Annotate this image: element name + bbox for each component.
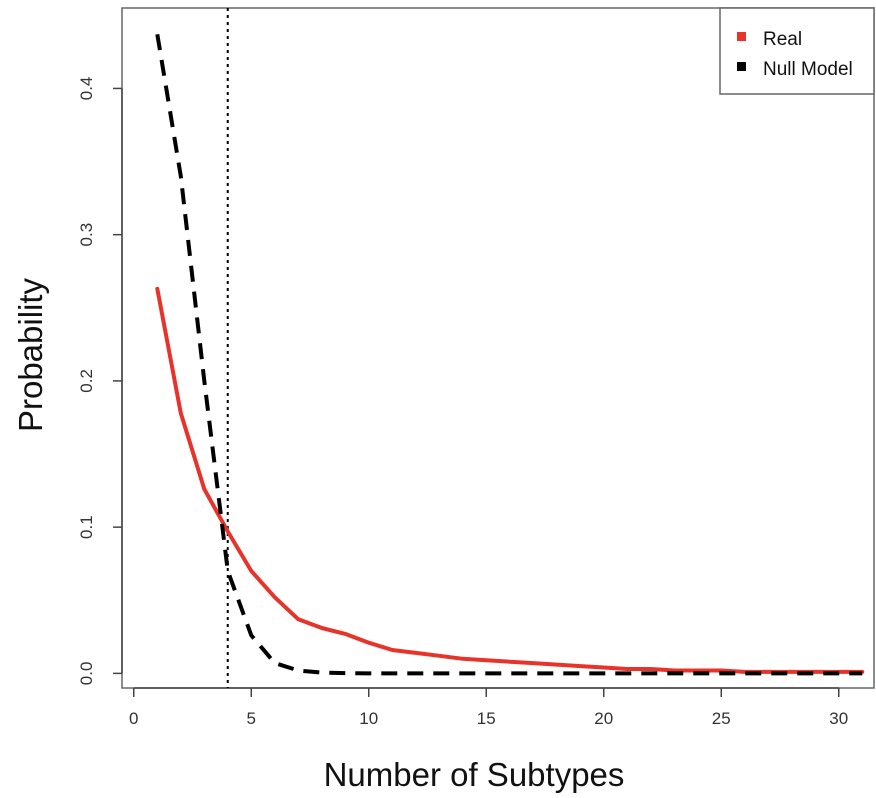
series-line-null-model bbox=[155, 33, 863, 676]
y-axis-title: Probability bbox=[12, 277, 49, 432]
x-tick-label: 5 bbox=[247, 709, 256, 728]
y-tick-label: 0.0 bbox=[77, 662, 96, 686]
x-tick-label: 20 bbox=[594, 709, 613, 728]
y-tick-label: 0.2 bbox=[77, 369, 96, 393]
x-tick-label: 15 bbox=[477, 709, 496, 728]
legend: Real Null Model bbox=[719, 7, 875, 95]
x-tick-label: 0 bbox=[129, 709, 138, 728]
x-tick-label: 25 bbox=[712, 709, 731, 728]
y-tick-label: 0.4 bbox=[77, 77, 96, 101]
y-tick-label: 0.1 bbox=[77, 515, 96, 539]
x-tick-label: 30 bbox=[829, 709, 848, 728]
legend-label-null-model: Null Model bbox=[763, 59, 853, 80]
legend-swatch-null-model bbox=[737, 62, 746, 71]
y-tick-label: 0.3 bbox=[77, 223, 96, 247]
legend-label-real: Real bbox=[763, 29, 802, 50]
y-axis: 0.0 0.1 0.2 0.3 0.4 bbox=[77, 77, 123, 686]
x-axis: 0 5 10 15 20 25 30 bbox=[129, 687, 848, 728]
x-tick-label: 10 bbox=[359, 709, 378, 728]
series-line-real bbox=[155, 286, 865, 674]
legend-box bbox=[719, 7, 875, 95]
legend-swatch-real bbox=[737, 32, 746, 41]
x-axis-title: Number of Subtypes bbox=[324, 756, 625, 793]
